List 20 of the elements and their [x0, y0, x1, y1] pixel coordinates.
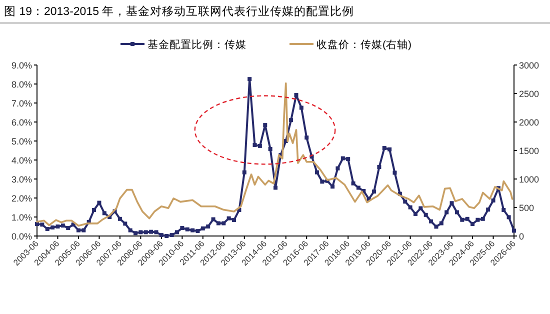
- y-tick-label: 2.0%: [11, 194, 32, 204]
- legend-label: 收盘价：传媒(右轴): [316, 38, 412, 51]
- y2-tick-label: 2500: [519, 89, 540, 99]
- y-tick-label: 3.0%: [11, 174, 32, 184]
- y-tick-label: 4.0%: [11, 156, 32, 166]
- y2-tick-label: 3000: [519, 60, 540, 70]
- y2-tick-label: 0: [519, 232, 524, 242]
- y2-tick-label: 2000: [519, 118, 540, 128]
- y-tick-label: 5.0%: [11, 136, 32, 146]
- y2-tick-label: 1000: [519, 174, 540, 184]
- y-tick-label: 9.0%: [11, 60, 32, 70]
- y-tick-label: 6.0%: [11, 118, 32, 128]
- y-tick-label: 8.0%: [11, 80, 32, 90]
- y2-tick-label: 500: [519, 203, 534, 213]
- y-tick-label: 1.0%: [11, 212, 32, 222]
- y-tick-label: 0.0%: [11, 232, 32, 242]
- chart-title: 图 19：2013-2015 年，基金对移动互联网代表行业传媒的配置比例: [4, 5, 354, 18]
- y2-tick-label: 1500: [519, 146, 540, 156]
- legend-label: 基金配置比例：传媒: [148, 38, 246, 51]
- y-tick-label: 7.0%: [11, 98, 32, 108]
